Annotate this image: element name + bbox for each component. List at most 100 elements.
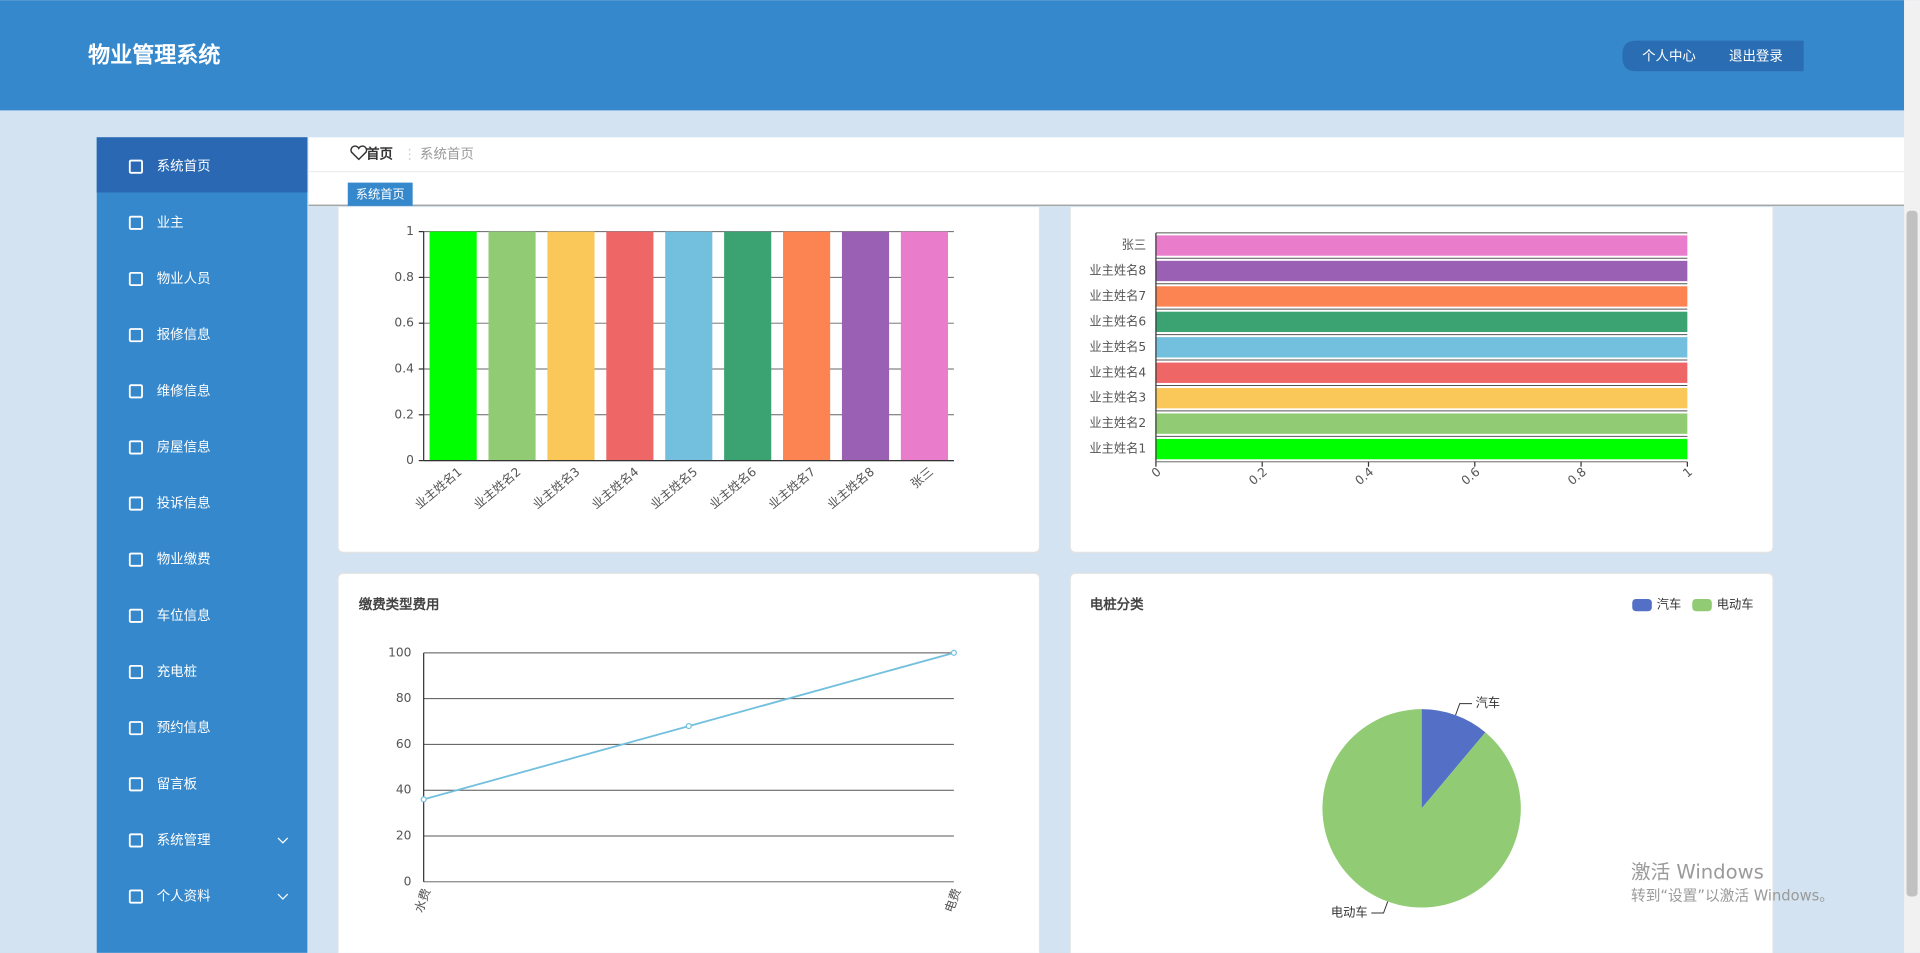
header-bar	[0, 0, 1905, 111]
breadcrumb: 系统首页	[420, 146, 474, 162]
y-tick-label: 张三	[1122, 238, 1146, 252]
y-tick-label: 80	[396, 691, 412, 705]
chart-title: 电桩分类	[1090, 596, 1144, 613]
bar	[1155, 286, 1688, 307]
menu-icon	[128, 889, 143, 904]
bar	[1155, 260, 1688, 282]
bar	[606, 231, 654, 461]
tab-label[interactable]: 系统首页	[356, 187, 405, 201]
chevron	[277, 893, 289, 900]
y-tick-label: 60	[396, 737, 412, 751]
y-tick-label: 业主姓名1	[1089, 441, 1146, 456]
leader-line	[1455, 703, 1472, 716]
watermark: 转到“设置”以激活 Windows。	[1631, 888, 1834, 905]
bar	[1155, 438, 1688, 460]
menu-icon	[128, 777, 143, 792]
bar	[1155, 388, 1688, 409]
menu-icon	[128, 496, 143, 511]
y-tick-label: 业主姓名7	[1089, 288, 1146, 303]
bar	[783, 231, 831, 461]
legend-swatch[interactable]	[1632, 598, 1652, 612]
heart-icon	[350, 145, 368, 161]
bar	[488, 231, 536, 461]
menu-icon	[128, 552, 143, 567]
tab[interactable]	[347, 182, 413, 206]
y-tick-label: 0	[406, 453, 414, 467]
bar	[429, 231, 477, 461]
y-tick-label: 0.6	[394, 316, 414, 330]
bar	[1155, 311, 1688, 333]
legend-label[interactable]: 电动车	[1717, 597, 1754, 612]
watermark: 激活 Windows	[1631, 861, 1764, 884]
y-tick-label: 20	[396, 829, 412, 843]
slice-label: 电动车	[1331, 905, 1368, 920]
menu-item[interactable]: 房屋信息	[157, 438, 211, 455]
chart-title: 缴费类型费用	[359, 596, 440, 613]
menu-icon	[128, 159, 143, 174]
y-tick-label: 0.2	[394, 407, 413, 421]
menu-item[interactable]: 系统管理	[157, 832, 211, 848]
menu-icon	[128, 384, 143, 399]
menu-icon	[128, 664, 143, 680]
header-link[interactable]: 退出登录	[1729, 49, 1783, 65]
bar	[547, 231, 595, 461]
menu-icon	[128, 271, 143, 287]
bar	[841, 231, 890, 461]
pie-slice	[1322, 709, 1521, 908]
menu-icon	[128, 833, 143, 848]
y-tick-label: 0	[404, 874, 412, 888]
card	[337, 572, 1041, 953]
point	[950, 649, 957, 656]
breadcrumb[interactable]: 首页	[366, 145, 393, 162]
menu-item[interactable]: 充电桩	[157, 664, 197, 680]
bar	[665, 231, 713, 461]
menu-item[interactable]: 系统首页	[157, 159, 211, 175]
menu-item[interactable]: 个人资料	[157, 889, 211, 905]
sidebar-active	[96, 137, 308, 193]
menu-icon	[128, 215, 143, 230]
menu-icon	[128, 721, 143, 736]
bar	[724, 231, 772, 461]
y-tick-label: 1	[406, 224, 414, 238]
point	[420, 796, 427, 803]
y-tick-label: 100	[388, 645, 411, 659]
sidebar	[96, 137, 308, 953]
chevron	[277, 837, 289, 844]
menu-icon	[128, 608, 143, 623]
menu-item[interactable]: 维修信息	[157, 382, 211, 399]
y-tick-label: 业主姓名2	[1089, 415, 1146, 430]
menu-icon	[128, 440, 143, 455]
menu-item[interactable]: 留言板	[157, 776, 197, 792]
menu-item[interactable]: 业主	[157, 215, 184, 231]
menu-item[interactable]: 预约信息	[157, 719, 211, 736]
menu-item[interactable]: 投诉信息	[157, 495, 211, 512]
menu-item[interactable]: 车位信息	[157, 607, 211, 624]
bar	[1155, 413, 1688, 434]
leader-line	[1371, 901, 1389, 914]
menu-icon	[128, 328, 143, 343]
menu-item[interactable]: 物业缴费	[157, 552, 211, 568]
header-link[interactable]: 个人中心	[1642, 49, 1696, 65]
y-tick-label: 业主姓名4	[1089, 364, 1146, 379]
header-links-box	[1622, 40, 1804, 72]
bar	[1155, 337, 1688, 358]
bar	[1155, 362, 1688, 383]
y-tick-label: 0.8	[394, 270, 413, 284]
legend-label[interactable]: 汽车	[1657, 597, 1681, 612]
breadcrumb-sep: ⋮	[403, 147, 416, 162]
bar	[900, 231, 948, 461]
legend-swatch[interactable]	[1692, 598, 1712, 612]
slice-label: 汽车	[1476, 695, 1500, 710]
y-tick-label: 0.4	[394, 361, 414, 375]
menu-item[interactable]: 物业人员	[157, 271, 211, 287]
y-tick-label: 业主姓名3	[1089, 390, 1146, 405]
y-tick-label: 40	[396, 783, 412, 797]
scrollbar-thumb[interactable]	[1906, 210, 1918, 897]
app-title: 物业管理系统	[88, 43, 220, 69]
y-tick-label: 业主姓名8	[1089, 262, 1146, 277]
pie-slice	[1421, 709, 1486, 809]
point	[685, 723, 692, 730]
menu-item[interactable]: 报修信息	[157, 326, 211, 343]
